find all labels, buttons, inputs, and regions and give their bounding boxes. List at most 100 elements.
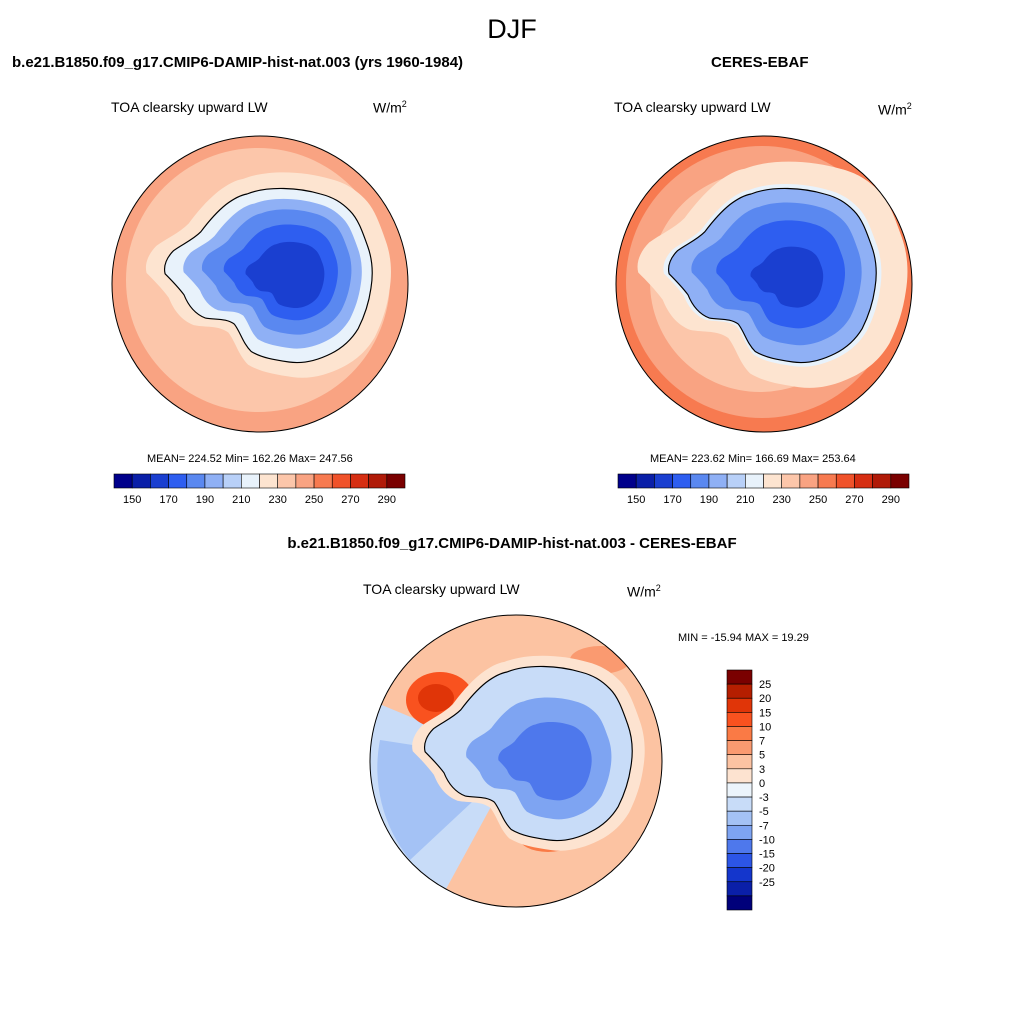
obs-colorbar-swatch xyxy=(835,473,855,489)
diff-colorbar-tick-label: -7 xyxy=(759,820,769,832)
obs-colorbar-swatch xyxy=(817,473,837,489)
obs-colorbar-tick-label: 230 xyxy=(773,494,791,506)
diff-colorbar-tick-label: 25 xyxy=(759,679,771,691)
diff-polar-map xyxy=(370,615,662,907)
obs-colorbar-swatch xyxy=(617,473,637,489)
diff-colorbar-swatch xyxy=(726,867,753,883)
diff-colorbar-swatch xyxy=(726,810,753,826)
obs-polar-map xyxy=(616,136,912,432)
diff-stats: MIN = -15.94 MAX = 19.29 xyxy=(678,632,809,644)
diff-colorbar-swatch xyxy=(726,740,753,756)
obs-colorbar-swatch xyxy=(854,473,873,489)
model-colorbar-swatch xyxy=(313,473,333,489)
model-colorbar-swatch xyxy=(350,473,369,489)
diff-colorbar-tick-label: -15 xyxy=(759,849,775,861)
obs-colorbar-swatch xyxy=(872,473,892,489)
model-colorbar-swatch xyxy=(186,473,206,489)
diff-colorbar-tick-label: 10 xyxy=(759,721,771,733)
diff-colorbar-tick-label: -3 xyxy=(759,792,769,804)
diff-colorbar-tick-label: 5 xyxy=(759,750,765,762)
model-case-title: b.e21.B1850.f09_g17.CMIP6-DAMIP-hist-nat… xyxy=(12,54,464,71)
obs-colorbar-swatch xyxy=(799,473,819,489)
model-stats: MEAN= 224.52 Min= 162.26 Max= 247.56 xyxy=(147,453,353,465)
model-colorbar: 150 170 190 210 230 250 270 290 xyxy=(113,473,406,506)
diff-colorbar-swatch xyxy=(726,683,753,699)
obs-case-title: CERES-EBAF xyxy=(711,54,809,71)
obs-colorbar-swatch xyxy=(781,473,801,489)
model-colorbar-swatch xyxy=(386,473,406,489)
diff-colorbar-swatch xyxy=(726,782,753,798)
model-colorbar-swatch xyxy=(241,473,260,489)
diff-colorbar-swatch xyxy=(726,824,753,840)
obs-colorbar-tick-label: 250 xyxy=(809,494,827,506)
diff-colorbar-tick-label: -20 xyxy=(759,863,775,875)
obs-colorbar-tick-label: 150 xyxy=(627,494,645,506)
model-colorbar-tick-label: 290 xyxy=(378,494,396,506)
diff-colorbar-swatch xyxy=(726,768,753,784)
diff-colorbar: 25 20 15 10 7 5 3 0 -3 -5 -7 -10 -15 -20 -25 xyxy=(726,669,775,911)
diff-colorbar-tick-label: 15 xyxy=(759,707,771,719)
diff-variable-label: TOA clearsky upward LW xyxy=(363,581,520,597)
diff-colorbar-swatch xyxy=(726,839,753,854)
model-colorbar-swatch xyxy=(277,473,297,489)
obs-colorbar-swatch xyxy=(890,473,910,489)
obs-colorbar-swatch xyxy=(672,473,692,489)
obs-stats: MEAN= 223.62 Min= 166.69 Max= 253.64 xyxy=(650,453,856,465)
obs-colorbar-swatch xyxy=(635,473,655,489)
model-variable-label: TOA clearsky upward LW xyxy=(111,99,268,115)
obs-colorbar-tick-label: 290 xyxy=(882,494,900,506)
diff-colorbar-tick-label: -5 xyxy=(759,806,769,818)
model-colorbar-swatch xyxy=(331,473,351,489)
model-colorbar-tick-label: 150 xyxy=(123,494,141,506)
diff-colorbar-swatch xyxy=(726,853,753,868)
obs-map-border xyxy=(615,135,913,433)
diff-colorbar-tick-label: -25 xyxy=(759,877,775,889)
model-colorbar-swatch xyxy=(204,473,224,489)
model-colorbar-swatch xyxy=(368,473,388,489)
model-colorbar-swatch xyxy=(168,473,188,489)
model-map-border xyxy=(111,135,409,433)
diff-colorbar-swatch xyxy=(726,881,753,897)
obs-colorbar-swatch xyxy=(726,473,746,489)
diff-map-border xyxy=(369,614,663,908)
obs-variable-label: TOA clearsky upward LW xyxy=(614,99,771,115)
model-colorbar-swatch xyxy=(150,473,169,489)
model-colorbar-swatch xyxy=(222,473,242,489)
model-colorbar-swatch xyxy=(131,473,151,489)
diff-colorbar-swatch xyxy=(726,895,753,911)
diff-units-label: W/m2 xyxy=(627,583,661,600)
obs-colorbar-tick-label: 210 xyxy=(736,494,754,506)
model-colorbar-tick-label: 170 xyxy=(159,494,177,506)
model-colorbar-tick-label: 270 xyxy=(341,494,359,506)
obs-colorbar-swatch xyxy=(690,473,710,489)
diff-colorbar-tick-label: 3 xyxy=(759,764,765,776)
diff-colorbar-tick-label: 0 xyxy=(759,778,765,790)
diff-colorbar-tick-label: 20 xyxy=(759,693,771,705)
model-colorbar-swatch xyxy=(295,473,315,489)
model-colorbar-swatch xyxy=(259,473,278,489)
obs-colorbar: 150 170 190 210 230 250 270 290 xyxy=(617,473,910,506)
obs-colorbar-tick-label: 270 xyxy=(845,494,863,506)
diff-colorbar-swatch xyxy=(726,796,753,812)
model-colorbar-tick-label: 190 xyxy=(196,494,214,506)
model-colorbar-tick-label: 250 xyxy=(305,494,323,506)
obs-colorbar-swatch xyxy=(745,473,764,489)
diff-colorbar-swatch xyxy=(726,697,753,713)
model-colorbar-tick-label: 230 xyxy=(269,494,287,506)
model-polar-map xyxy=(112,136,408,432)
obs-colorbar-tick-label: 190 xyxy=(700,494,718,506)
model-colorbar-swatch xyxy=(113,473,133,489)
figure-title: DJF xyxy=(487,14,537,44)
obs-colorbar-swatch xyxy=(654,473,673,489)
diff-colorbar-swatch xyxy=(726,754,753,770)
obs-units-label: W/m2 xyxy=(878,101,912,118)
obs-colorbar-swatch xyxy=(763,473,782,489)
diff-colorbar-swatch xyxy=(726,712,753,727)
diff-colorbar-tick-label: -10 xyxy=(759,834,775,846)
diff-colorbar-tick-label: 7 xyxy=(759,736,765,748)
model-units-label: W/m2 xyxy=(373,99,407,116)
diff-case-title: b.e21.B1850.f09_g17.CMIP6-DAMIP-hist-nat… xyxy=(287,535,737,552)
diff-colorbar-swatch xyxy=(726,726,753,741)
obs-colorbar-swatch xyxy=(708,473,728,489)
